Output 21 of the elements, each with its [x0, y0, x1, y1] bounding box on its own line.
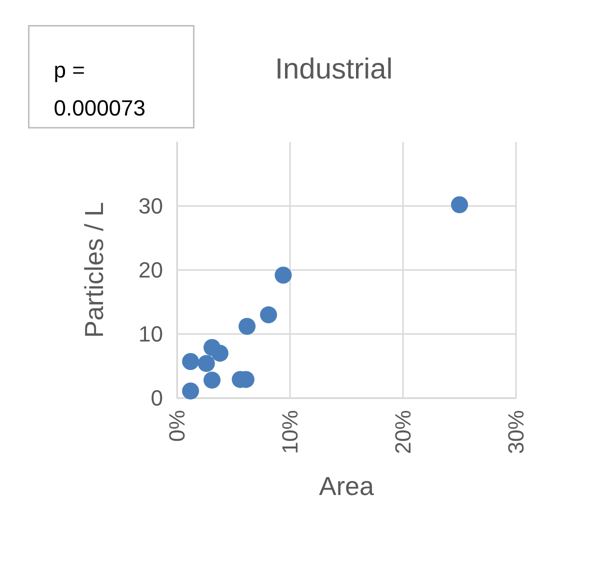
x-tick-label: 0%	[164, 410, 190, 442]
x-axis-title: Area	[319, 471, 374, 501]
y-axis-title: Particles / L	[79, 202, 109, 338]
point	[204, 372, 221, 389]
text: p = 0.000073	[54, 57, 146, 120]
point	[211, 344, 228, 362]
y-tick-label: 30	[138, 194, 163, 218]
y-tick-label: 20	[138, 258, 163, 282]
point	[198, 354, 215, 372]
point	[238, 318, 256, 335]
point	[451, 196, 468, 214]
point	[182, 353, 200, 370]
x-tick-label: 20%	[390, 410, 416, 454]
point	[182, 382, 200, 400]
x-tick-label: 10%	[278, 410, 302, 454]
point	[260, 306, 278, 324]
point	[274, 266, 292, 284]
y-tick-label: 0	[150, 386, 163, 410]
y-tick-label: 10	[138, 322, 163, 346]
x-tick-label: 30%	[504, 410, 528, 454]
chart-title: Industrial	[275, 54, 393, 86]
